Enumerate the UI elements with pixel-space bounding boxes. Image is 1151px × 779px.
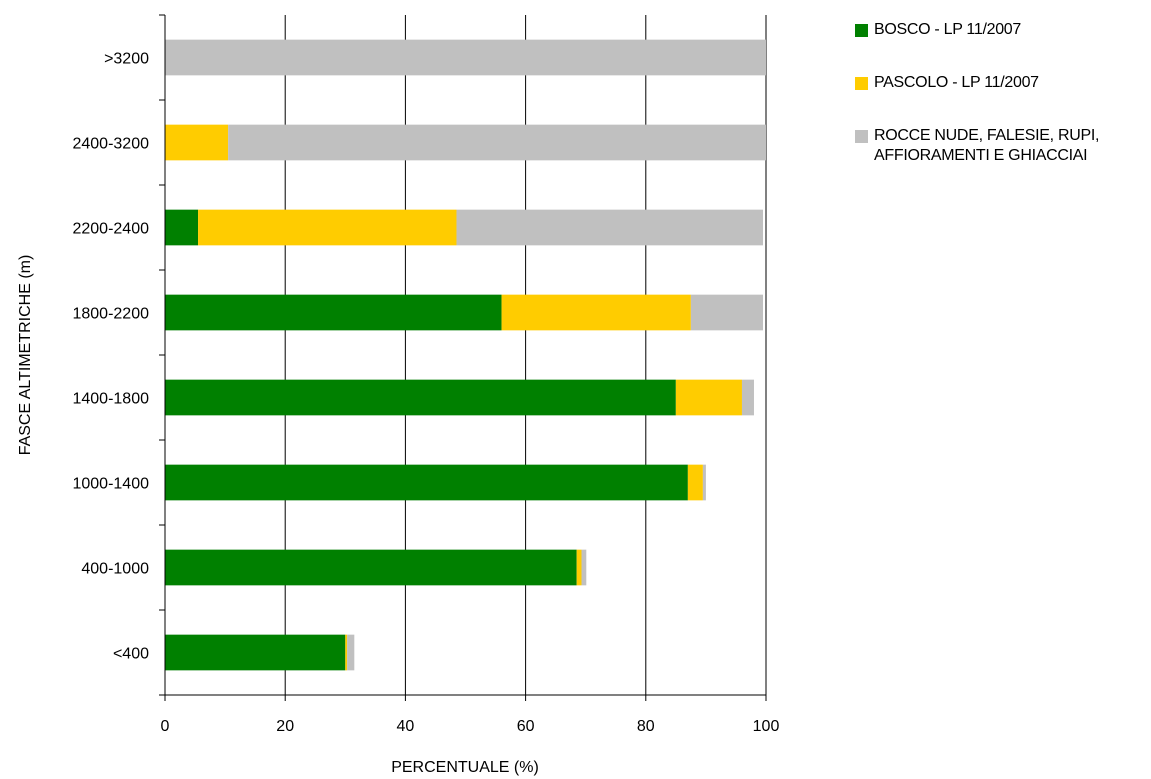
- x-tick-label-4: 80: [637, 718, 655, 735]
- bar-1-3: [675, 379, 742, 416]
- bar-2-1: [581, 549, 587, 586]
- y-tick-labels: <400 400-1000 1000-1400 1400-1800 1800-2200 2…: [72, 51, 149, 663]
- legend-label-2: ROCCE NUDE, FALESIE, RUPI, AFFIORAMENTI …: [874, 127, 1100, 164]
- bar-0-1: [165, 549, 577, 586]
- x-tick-label-3: 60: [517, 718, 535, 735]
- y-tick-label-3: 1400-1800: [72, 391, 149, 408]
- legend-swatch-1: [855, 77, 868, 90]
- bar-2-7: [165, 39, 766, 76]
- legend-item-1: PASCOLO - LP 11/2007: [855, 73, 1145, 93]
- y-tick-label-5: 2200-2400: [72, 221, 149, 238]
- y-tick-label-7: >3200: [104, 51, 149, 68]
- bar-2-2: [702, 464, 706, 501]
- bars: [165, 39, 767, 671]
- y-tick-label-1: 400-1000: [81, 561, 149, 578]
- legend-label-1: PASCOLO - LP 11/2007: [874, 74, 1039, 91]
- bar-0-2: [165, 464, 688, 501]
- y-tick-label-0: <400: [113, 646, 149, 663]
- y-axis-label: FASCE ALTIMETRICHE (m): [17, 255, 34, 456]
- legend: BOSCO - LP 11/2007 PASCOLO - LP 11/2007 RO…: [855, 20, 1145, 199]
- legend-swatch-2: [855, 130, 868, 143]
- bar-2-3: [741, 379, 754, 416]
- x-tick-label-2: 40: [397, 718, 415, 735]
- bar-2-4: [690, 294, 763, 331]
- bar-0-3: [165, 379, 676, 416]
- x-tick-labels: 0 20 40 60 80 100: [161, 718, 780, 735]
- y-tick-label-6: 2400-3200: [72, 136, 149, 153]
- bar-1-2: [687, 464, 703, 501]
- bar-1-0: [345, 634, 348, 671]
- bar-1-5: [198, 209, 457, 246]
- bar-1-1: [576, 549, 582, 586]
- x-axis-label: PERCENTUALE (%): [391, 759, 539, 776]
- bar-1-4: [501, 294, 691, 331]
- legend-label-0: BOSCO - LP 11/2007: [874, 21, 1021, 38]
- gridlines: [284, 15, 767, 695]
- y-tick-label-2: 1000-1400: [72, 476, 149, 493]
- legend-swatch-0: [855, 24, 868, 37]
- bar-2-0: [347, 634, 355, 671]
- bar-2-5: [456, 209, 763, 246]
- bar-0-5: [165, 209, 199, 246]
- legend-item-0: BOSCO - LP 11/2007: [855, 20, 1145, 40]
- y-tick-label-4: 1800-2200: [72, 306, 149, 323]
- x-tick-label-0: 0: [161, 718, 170, 735]
- bar-0-4: [165, 294, 502, 331]
- legend-item-2: ROCCE NUDE, FALESIE, RUPI, AFFIORAMENTI …: [855, 126, 1145, 166]
- axes: [159, 14, 767, 701]
- x-tick-label-1: 20: [276, 718, 294, 735]
- bar-0-0: [165, 634, 346, 671]
- x-tick-label-5: 100: [753, 718, 780, 735]
- bar-1-6: [165, 124, 229, 161]
- bar-2-6: [228, 124, 767, 161]
